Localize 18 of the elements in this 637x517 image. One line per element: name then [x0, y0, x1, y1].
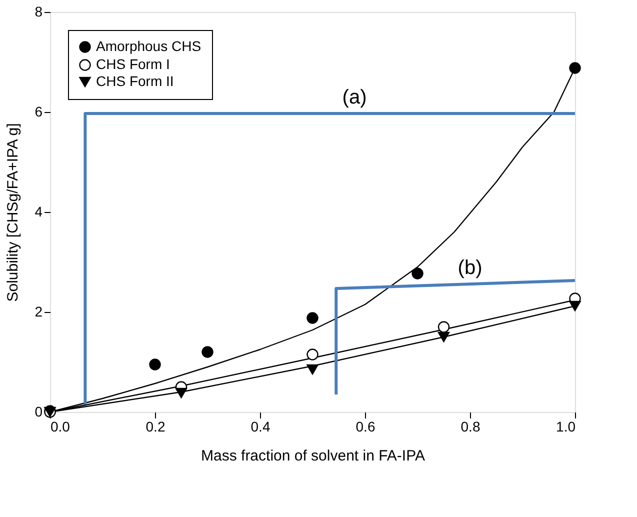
legend-label: CHS Form II [96, 73, 174, 89]
x-axis-title: Mass fraction of solvent in FA-IPA [201, 448, 425, 464]
y-tick-label: 6 [34, 104, 43, 120]
legend-label: Amorphous CHS [96, 38, 202, 54]
y-tick-label: 8 [34, 4, 43, 20]
x-tick-label: 0.4 [250, 418, 270, 434]
y-tick-label: 2 [34, 304, 43, 320]
y-axis-title: Solubility [CHSg/FA+IPA g] [4, 123, 22, 302]
x-tick-label: 0.8 [460, 418, 480, 434]
annotation: (a) [342, 86, 367, 108]
x-tick-label: 1.0 [556, 418, 576, 434]
x-tick-label: 0.6 [356, 418, 376, 434]
annotation: (b) [458, 257, 482, 279]
x-tick-label: 0.0 [50, 418, 70, 434]
x-tick-label: 0.2 [146, 418, 166, 434]
legend-label: CHS Form I [96, 56, 170, 72]
y-tick-label: 0 [34, 404, 43, 420]
y-tick-label: 4 [34, 204, 43, 220]
